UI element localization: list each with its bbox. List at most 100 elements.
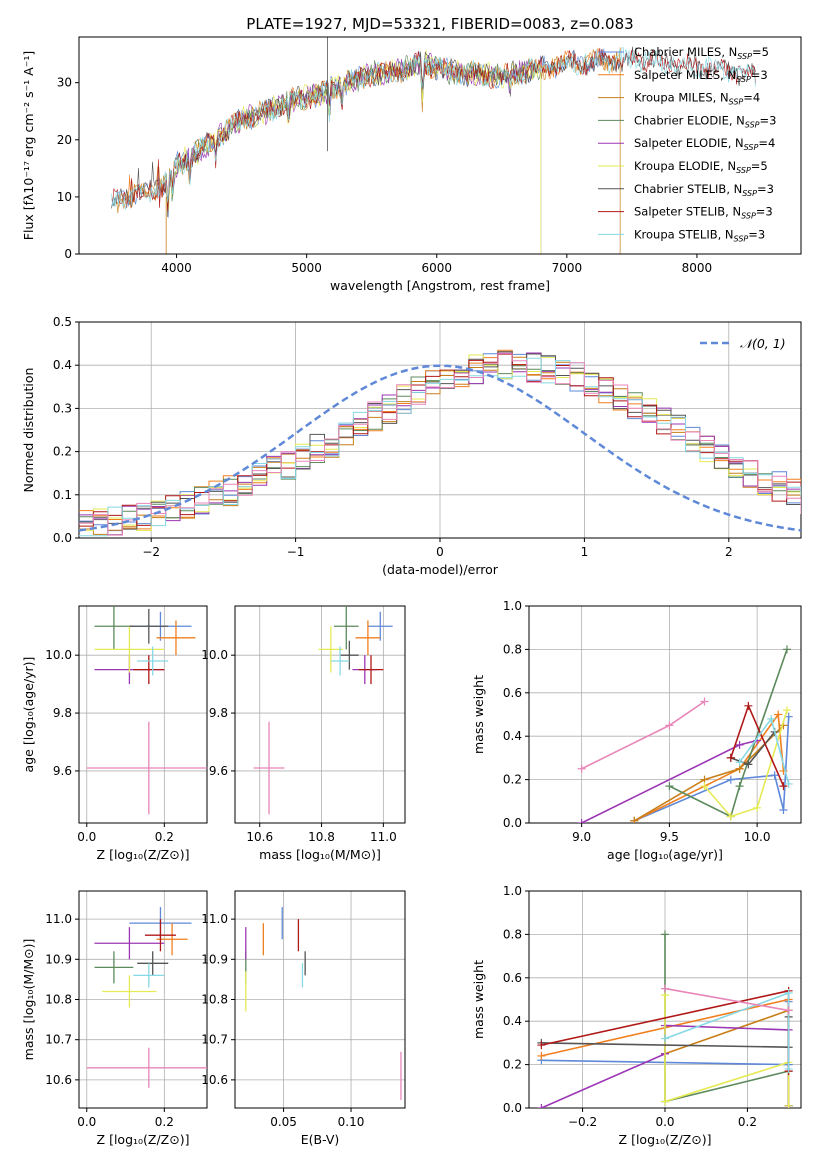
x-tick-label: 7000	[552, 261, 583, 275]
weight-line	[664, 987, 789, 1012]
y-tick-label: 9.8	[209, 706, 228, 720]
x-axis-label: age [log₁₀(age/yr)]	[607, 847, 723, 862]
weight-marker	[784, 988, 793, 997]
legend-label: Kroupa ELODIE, N	[634, 159, 736, 173]
x-tick-label: −2	[142, 545, 160, 559]
errorbar-point	[94, 951, 134, 984]
errorbar-point	[330, 646, 350, 676]
legend-entry: Salpeter ELODIE, NSSP=4	[634, 136, 775, 152]
errorbar-point	[137, 646, 169, 676]
x-tick-label: −0.2	[568, 1115, 597, 1129]
weight-marker	[726, 775, 735, 784]
weight-marker	[784, 712, 793, 721]
y-axis-label: mass weight	[471, 960, 486, 1039]
y-tick-label: 0.3	[53, 401, 72, 415]
weight-marker	[700, 697, 709, 706]
legend-entry: Kroupa MILES, NSSP=4	[634, 91, 760, 107]
errorbar-point	[144, 919, 176, 952]
weight-marker	[537, 1041, 546, 1050]
histogram-step	[79, 353, 801, 532]
y-tick-label: 0.0	[503, 816, 522, 830]
y-tick-label: 10.7	[45, 1033, 72, 1047]
x-tick-label: 0.2	[155, 830, 174, 844]
x-tick-label: 0.0	[77, 1115, 96, 1129]
plot-area	[577, 645, 793, 823]
y-tick-label: 10	[57, 190, 72, 204]
errorbar-point	[156, 620, 196, 656]
y-tick-label: 9.6	[209, 764, 228, 778]
legend-label: Salpeter STELIB, N	[634, 205, 741, 219]
x-tick-label: −1	[287, 545, 305, 559]
legend-label: Salpeter ELODIE, N	[634, 136, 744, 150]
x-tick-label: 0.10	[338, 1115, 365, 1129]
weight-marker	[770, 771, 779, 780]
weight-marker	[661, 1034, 669, 1043]
y-tick-label: 0.8	[503, 927, 522, 941]
errorbar-point	[367, 611, 393, 641]
legend-label: 𝒩(0, 1)	[740, 336, 786, 351]
weight-series	[577, 697, 709, 773]
figure-title: PLATE=1927, MJD=53321, FIBERID=0083, z=0…	[246, 15, 633, 33]
plot-area	[253, 606, 393, 815]
legend-entry: Salpeter STELIB, NSSP=3	[634, 205, 773, 221]
x-axis-label: E(B-V)	[301, 1132, 340, 1147]
y-tick-label: 10.8	[201, 993, 228, 1007]
errorbar-point	[102, 975, 157, 1008]
weight-marker	[735, 782, 744, 791]
y-tick-label: 0.2	[53, 445, 72, 459]
errorbar-point	[86, 721, 207, 815]
panel-mass_weight_vs_age: 9.0 9.5 10.0 0.0 0.2 0.4 0.6 0.8 1.0 age [log₁₀(a…	[471, 599, 802, 862]
plot-frame	[528, 890, 802, 1109]
weight-marker	[782, 706, 791, 715]
weight-series	[726, 701, 788, 791]
spectrum-line	[116, 48, 621, 254]
weight-series	[661, 930, 793, 1108]
y-tick-label: 20	[57, 133, 72, 147]
errorbar-point	[318, 626, 344, 673]
weight-series	[661, 988, 793, 1073]
errorbar-point	[129, 608, 169, 644]
errorbar-point	[358, 655, 384, 685]
y-tick-label: 0.2	[503, 773, 522, 787]
y-axis-label: mass [log₁₀(M/M⊙)]	[21, 939, 36, 1061]
weight-marker	[661, 930, 669, 939]
errorbar-point	[137, 951, 169, 976]
weight-marker	[784, 1064, 793, 1073]
weight-marker	[537, 1104, 546, 1108]
x-tick-label: 0.0	[77, 830, 96, 844]
weight-marker	[779, 782, 788, 791]
y-tick-label: 0.6	[503, 971, 522, 985]
y-tick-label: 10.6	[201, 1073, 228, 1087]
weight-marker	[744, 701, 753, 710]
y-tick-label: 0.4	[503, 729, 522, 743]
legend-subscript: SSP	[741, 212, 756, 221]
weight-series	[661, 1006, 793, 1108]
panel-mass_weight_vs_Z: −0.2 0.0 0.2 0.0 0.2 0.4 0.6 0.8 1.0 Z [log₁₀(Z/Z…	[471, 884, 802, 1147]
weight-marker	[577, 764, 586, 773]
legend-subscript: SSP	[745, 120, 760, 129]
y-tick-label: 11.0	[45, 912, 72, 926]
y-tick-label: 10.9	[45, 952, 72, 966]
weight-series	[630, 721, 788, 823]
y-tick-label: 0.0	[53, 531, 72, 545]
x-axis-label: Z [log₁₀(Z/Z⊙)]	[97, 847, 190, 862]
y-axis-label: age [log₁₀(age/yr)]	[21, 657, 36, 773]
y-tick-label: 0	[64, 247, 72, 261]
x-tick-label: 0.2	[738, 1115, 757, 1129]
plot-area	[79, 349, 801, 537]
panel-residuals: −2 −1 0 1 2 0.0 0.1 0.2 0.3 0.4 0.5 (data-model)/er…	[21, 315, 802, 577]
errorbar-point	[133, 655, 165, 685]
errorbar-point	[94, 626, 165, 673]
weight-marker	[784, 1101, 793, 1108]
legend-label: Chabrier STELIB, N	[634, 182, 742, 196]
weight-marker	[784, 1006, 793, 1015]
errorbar-point	[94, 927, 165, 960]
legend-label: Kroupa STELIB, N	[634, 227, 734, 241]
plot-frame	[78, 36, 802, 255]
x-tick-label: 8000	[682, 261, 713, 275]
weight-line	[664, 934, 790, 1106]
legend-suffix: =3	[756, 205, 773, 219]
weight-series	[665, 645, 791, 821]
y-axis-label: mass weight	[471, 675, 486, 754]
legend-subscript: SSP	[744, 143, 759, 152]
